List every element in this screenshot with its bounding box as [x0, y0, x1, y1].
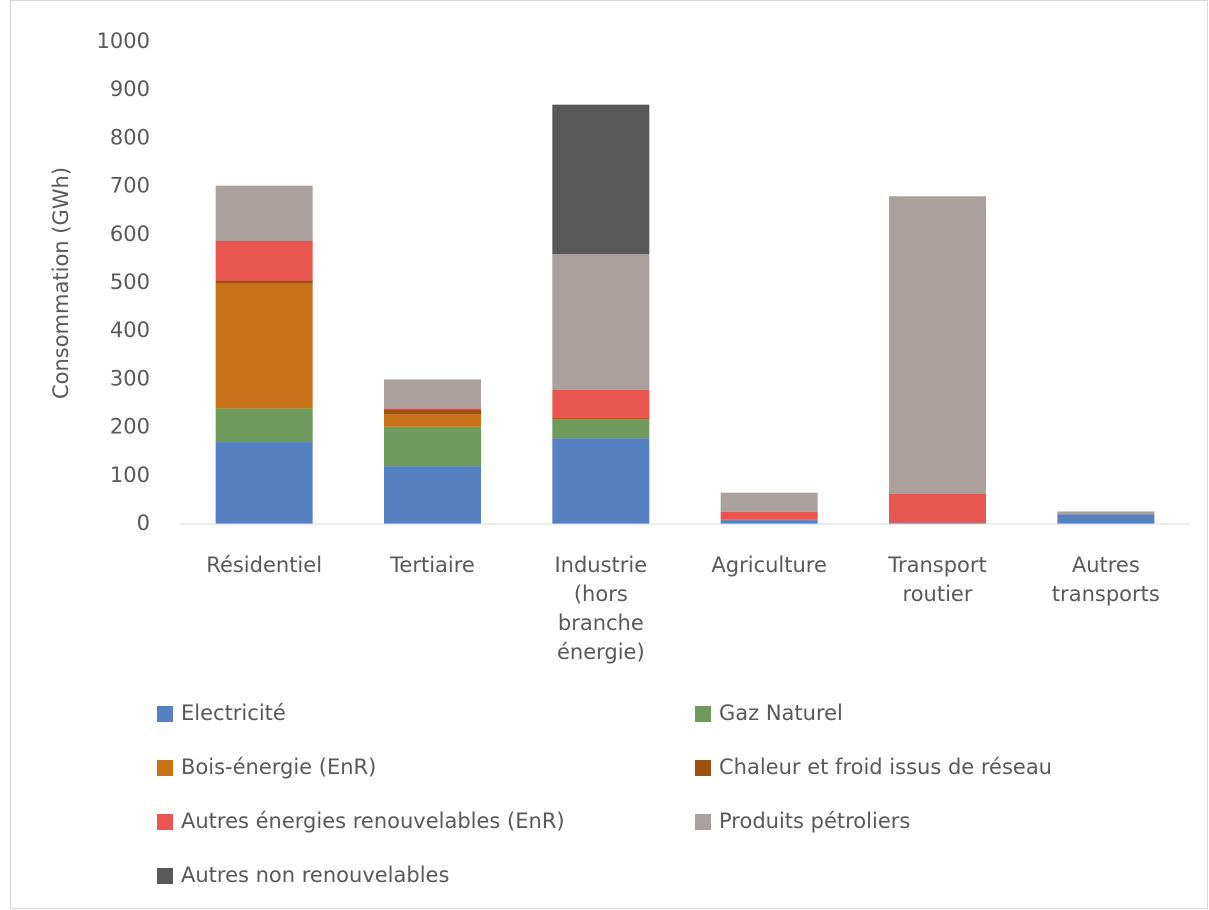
bar-segment	[384, 466, 481, 524]
legend-swatch	[695, 760, 711, 776]
bar-segment	[889, 522, 986, 524]
bar-segment	[215, 280, 313, 283]
legend-label: Gaz Naturel	[719, 701, 843, 725]
y-tick-label: 100	[110, 463, 150, 487]
y-tick-label: 300	[110, 366, 150, 390]
bar-segment	[552, 417, 650, 419]
bar-segment	[215, 283, 313, 409]
y-axis-label: Consommation (GWh)	[49, 167, 73, 399]
x-tick-label: Industrie (hors branche énergie)	[554, 553, 647, 664]
bar-segment	[1057, 514, 1155, 524]
bar-segment	[720, 520, 818, 524]
legend-swatch	[157, 760, 173, 776]
x-tick-label: Agriculture	[711, 553, 827, 577]
bar-segment	[384, 414, 481, 427]
legend-label: Electricité	[181, 701, 286, 725]
y-tick-label: 500	[110, 270, 150, 294]
bar-segment	[889, 493, 986, 523]
legend-label: Autres énergies renouvelables (EnR)	[181, 809, 565, 833]
bar-segment	[720, 519, 818, 521]
legend-label: Produits pétroliers	[719, 809, 910, 833]
y-tick-label: 200	[110, 415, 150, 439]
x-tick-label: Résidentiel	[206, 553, 322, 577]
bar-segment	[720, 511, 818, 520]
y-tick-label: 400	[110, 318, 150, 342]
bar-segment	[215, 408, 313, 443]
x-tick-label: Autres transports	[1052, 553, 1160, 606]
bar-segment	[215, 442, 313, 524]
bar-segment	[384, 409, 481, 415]
y-tick-label: 1000	[97, 29, 150, 53]
bar-segment	[384, 426, 481, 467]
bar-segment	[1057, 511, 1155, 515]
x-tick-label: Tertiaire	[389, 553, 475, 577]
legend-swatch	[157, 868, 173, 884]
bar-segment	[552, 438, 650, 524]
bar-segment	[552, 390, 650, 418]
bar-segment	[215, 240, 313, 281]
y-tick-label: 800	[110, 125, 150, 149]
y-tick-label: 600	[110, 222, 150, 246]
y-tick-label: 0	[137, 511, 150, 535]
x-tick-label: Transport routier	[887, 553, 987, 606]
bar-segment	[384, 408, 481, 410]
bar-segment	[552, 418, 650, 420]
legend-swatch	[157, 706, 173, 722]
bar-segment	[552, 104, 650, 255]
bar-segment	[552, 419, 650, 439]
bar-segment	[215, 185, 313, 241]
y-tick-label: 700	[110, 174, 150, 198]
legend-label: Chaleur et froid issus de réseau	[719, 755, 1052, 779]
legend-swatch	[157, 814, 173, 830]
legend-swatch	[695, 814, 711, 830]
legend-label: Bois-énergie (EnR)	[181, 755, 376, 779]
legend-label: Autres non renouvelables	[181, 863, 449, 887]
bar-segment	[384, 379, 481, 409]
y-tick-label: 900	[110, 77, 150, 101]
legend-swatch	[695, 706, 711, 722]
bar-segment	[552, 254, 650, 391]
bar-segment	[720, 492, 818, 512]
bar-segment	[889, 196, 986, 494]
